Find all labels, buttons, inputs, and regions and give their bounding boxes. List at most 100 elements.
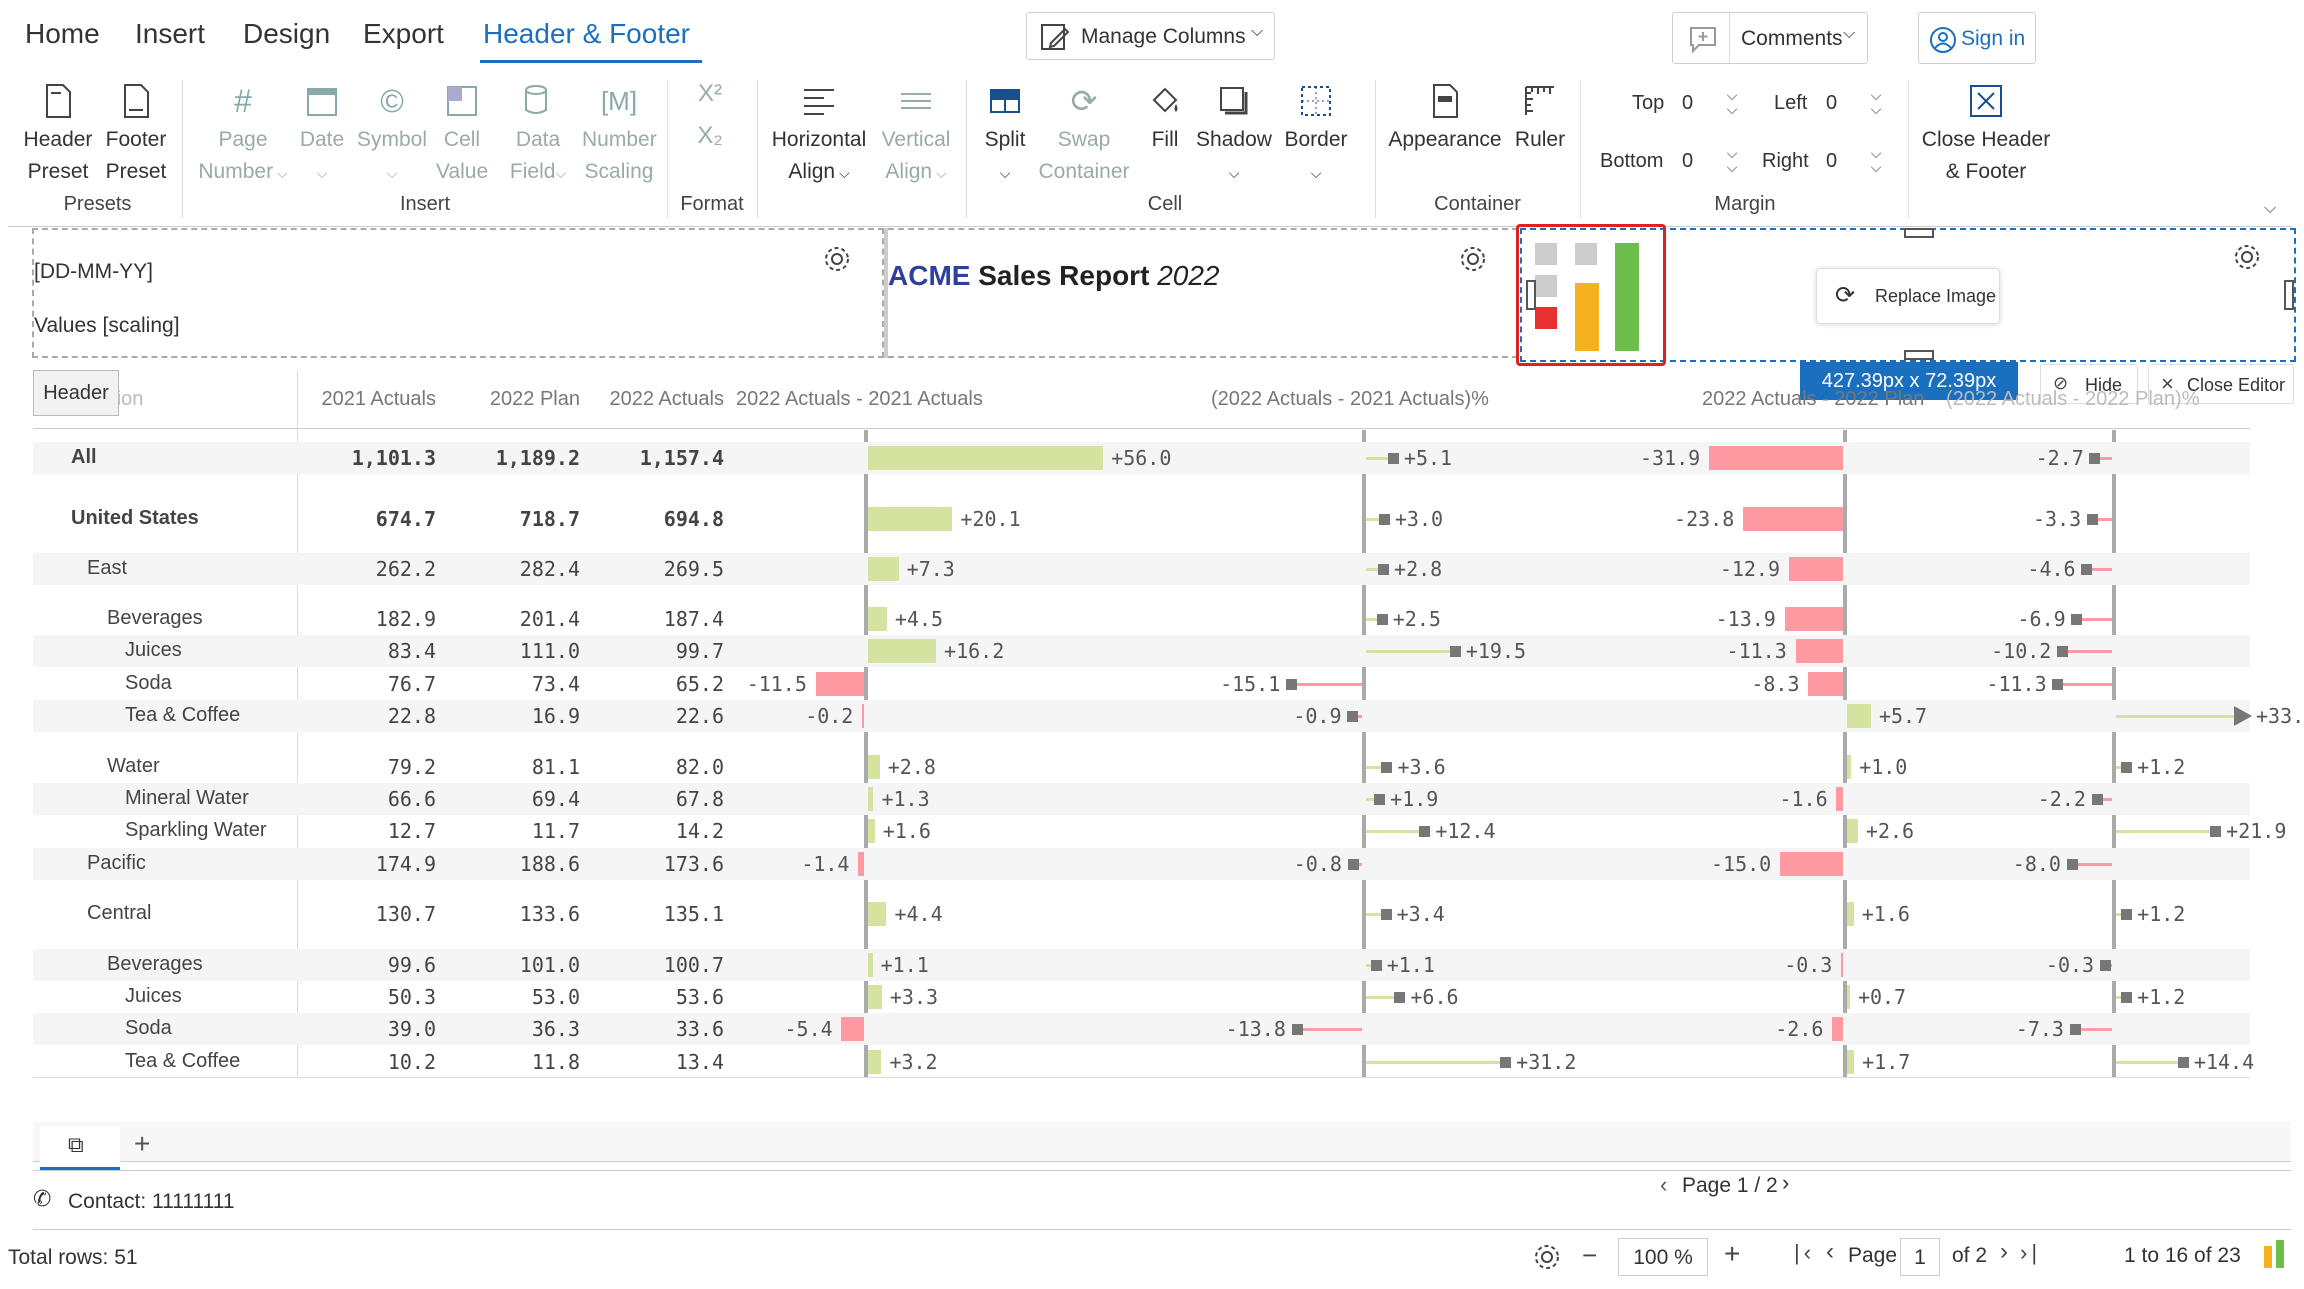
row-label[interactable]: East xyxy=(87,557,128,579)
manage-columns-button[interactable]: Manage Columns ⌵ xyxy=(1026,12,1275,60)
value-cell-plan: 11.7 xyxy=(531,819,580,843)
plan-pct-stem xyxy=(2116,996,2122,999)
split-button[interactable]: Split ⌵ xyxy=(978,82,1032,189)
appearance-button[interactable]: Appearance xyxy=(1388,82,1502,156)
tab-home[interactable]: Home xyxy=(25,18,100,49)
vertical-align-button[interactable]: Vertical Align ⌵ xyxy=(876,82,956,189)
row-label[interactable]: Tea & Coffee xyxy=(125,704,241,726)
row-label[interactable]: Water xyxy=(107,755,160,777)
page-number-button[interactable]: # Page Number ⌵ xyxy=(198,83,288,183)
superscript-button[interactable]: X² xyxy=(698,80,722,107)
row-label[interactable]: Sparkling Water xyxy=(125,819,267,841)
abs-diff-bar xyxy=(868,985,882,1009)
hide-label: Hide xyxy=(2085,375,2123,395)
header-center-cell[interactable]: ACME Sales Report 2022 xyxy=(888,228,1518,358)
comments-button[interactable]: Comments ⌵ xyxy=(1672,12,1868,64)
data-field-button[interactable]: Data Field⌵ xyxy=(502,82,574,189)
row-label[interactable]: Juices xyxy=(125,985,182,1007)
row-label[interactable]: Beverages xyxy=(107,953,203,975)
row-label[interactable]: Soda xyxy=(125,672,172,694)
column-header-2022-plan[interactable]: 2022 Plan xyxy=(489,388,580,410)
replace-image-button[interactable]: ⟳ Replace Image xyxy=(1816,268,2000,324)
margin-right-stepper[interactable]: ⌵ ⌵ xyxy=(1870,145,1882,175)
selected-image[interactable] xyxy=(1516,224,1666,366)
tab-export[interactable]: Export xyxy=(363,18,444,49)
column-header-2022-actuals[interactable]: 2022 Actuals xyxy=(609,388,724,410)
add-sheet-icon[interactable]: + xyxy=(134,1128,151,1159)
sheet-tab-active[interactable]: ⧉ xyxy=(40,1126,120,1170)
zoom-in-button[interactable]: + xyxy=(1724,1238,1741,1269)
footer-preset-button[interactable]: Footer Preset xyxy=(100,82,172,188)
previous-page-icon[interactable]: ‹ xyxy=(1826,1238,1834,1265)
margin-right-input[interactable]: 0 xyxy=(1826,150,1838,172)
row-label[interactable]: Mineral Water xyxy=(125,787,249,809)
symbol-button[interactable]: © Symbol ⌵ xyxy=(356,83,428,181)
settings-gear-icon[interactable] xyxy=(1532,1242,1562,1272)
ruler-button[interactable]: Ruler xyxy=(1512,82,1568,156)
plan-pct-stem xyxy=(2116,1061,2178,1064)
column-header-2021-actuals[interactable]: 2021 Actuals xyxy=(321,388,436,410)
abs-diff-bar xyxy=(868,755,880,779)
first-page-icon[interactable]: |‹ xyxy=(1794,1240,1816,1265)
zoom-out-button[interactable]: − xyxy=(1582,1240,1598,1270)
number-scaling-button[interactable]: [M] Number Scaling xyxy=(582,82,657,188)
swap-container-button[interactable]: ⟳ Swap Container xyxy=(1034,82,1134,188)
shadow-button[interactable]: Shadow ⌵ xyxy=(1196,82,1272,189)
margin-top-stepper[interactable]: ⌵ ⌵ xyxy=(1726,87,1738,117)
column-header-plan-pct[interactable]: (2022 Actuals - 2022 Plan)% xyxy=(1946,388,2200,410)
last-page-icon[interactable]: ›| xyxy=(2020,1240,2042,1265)
values-placeholder: Values [scaling] xyxy=(34,314,180,337)
date-button[interactable]: Date ⌵ xyxy=(296,82,348,189)
abs-pct-label: +5.1 xyxy=(1403,446,1453,470)
margin-bottom-stepper[interactable]: ⌵ ⌵ xyxy=(1726,145,1738,175)
value-cell-plan: 201.4 xyxy=(519,607,580,631)
tab-insert[interactable]: Insert xyxy=(135,18,206,49)
abs-diff-bar xyxy=(868,639,937,663)
row-label[interactable]: Juices xyxy=(125,639,182,661)
page-input[interactable]: 1 xyxy=(1900,1238,1940,1276)
collapse-ribbon-icon[interactable]: ⌵ xyxy=(2264,200,2277,217)
resize-handle-top[interactable] xyxy=(1904,228,1934,238)
hide-button[interactable]: ⊘ Hide xyxy=(2040,364,2138,404)
group-cell-label: Cell xyxy=(1147,193,1183,215)
tab-design[interactable]: Design xyxy=(243,18,331,49)
resize-handle-right[interactable] xyxy=(2284,280,2294,310)
column-header-diff-pct[interactable]: (2022 Actuals - 2021 Actuals)% xyxy=(1211,388,1489,410)
row-label[interactable]: Beverages xyxy=(107,607,203,629)
row-label[interactable]: United States xyxy=(71,507,199,529)
fill-button[interactable]: Fill xyxy=(1144,82,1186,156)
horizontal-align-button[interactable]: Horizontal Align ⌵ xyxy=(766,82,872,189)
divider xyxy=(182,80,183,218)
resize-handle-left[interactable] xyxy=(1526,280,1536,310)
zoom-input[interactable]: 100 % xyxy=(1618,1238,1708,1276)
column-header-plan-diff[interactable]: 2022 Actuals - 2022 Plan xyxy=(1702,388,1925,410)
close-header-footer-button[interactable]: Close Header & Footer xyxy=(1920,82,2052,188)
margin-left-input[interactable]: 0 xyxy=(1826,92,1838,114)
margin-bottom-input[interactable]: 0 xyxy=(1682,150,1694,172)
header-preset-button[interactable]: Header Preset xyxy=(22,82,94,188)
row-label[interactable]: Pacific xyxy=(87,852,146,874)
row-label[interactable]: All xyxy=(71,446,97,468)
column-header-diff-abs[interactable]: 2022 Actuals - 2021 Actuals xyxy=(736,388,983,410)
margin-top-input[interactable]: 0 xyxy=(1682,92,1694,114)
tab-header-footer[interactable]: Header & Footer xyxy=(483,18,690,49)
next-page-icon[interactable]: › xyxy=(1782,1170,1790,1195)
next-page-icon[interactable]: › xyxy=(2000,1238,2008,1265)
gear-icon[interactable] xyxy=(1458,244,1488,274)
subscript-button[interactable]: X₂ xyxy=(697,122,723,149)
row-label[interactable]: Soda xyxy=(125,1017,172,1039)
border-button[interactable]: Border ⌵ xyxy=(1282,82,1350,189)
header-left-cell[interactable]: [DD-MM-YY] Values [scaling] xyxy=(32,228,884,358)
row-label[interactable]: Central xyxy=(87,902,152,924)
gear-icon[interactable] xyxy=(2232,242,2262,272)
resize-handle-bottom[interactable] xyxy=(1904,350,1934,360)
margin-left-stepper[interactable]: ⌵ ⌵ xyxy=(1870,87,1882,117)
gear-icon[interactable] xyxy=(822,244,852,274)
sign-in-button[interactable]: Sign in xyxy=(1918,12,2036,64)
row-label[interactable]: Tea & Coffee xyxy=(125,1050,241,1072)
prev-page-icon[interactable]: ‹ xyxy=(1660,1172,1668,1197)
plan-pct-stem xyxy=(2092,568,2112,571)
close-editor-button[interactable]: × Close Editor xyxy=(2148,364,2294,404)
cell-splitter[interactable] xyxy=(884,228,888,358)
cell-value-button[interactable]: Cell Value xyxy=(436,82,488,188)
